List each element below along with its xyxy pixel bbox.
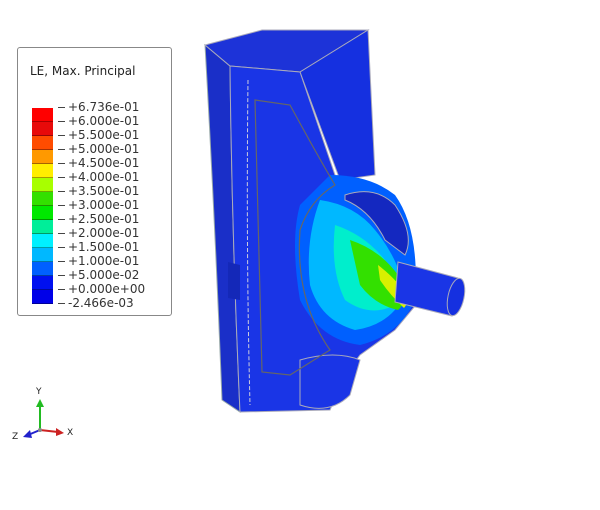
- legend-band: [32, 164, 53, 178]
- legend-label: +6.000e-01: [58, 114, 145, 128]
- legend-band: [32, 248, 53, 262]
- legend-band: [32, 108, 53, 122]
- legend-band: [32, 150, 53, 164]
- triad-z-label: Z: [12, 432, 19, 442]
- edge-dash-line: [246, 79, 251, 406]
- legend-label: +1.000e-01: [58, 254, 145, 268]
- legend-label: +1.500e-01: [58, 240, 145, 254]
- axis-triad: Y X Z: [10, 385, 80, 445]
- legend-label: +5.500e-01: [58, 128, 145, 142]
- triad-x-label: X: [67, 428, 74, 438]
- legend-label: +5.000e-01: [58, 142, 145, 156]
- part-lower-lobe: [299, 354, 361, 409]
- legend-band: [32, 220, 53, 234]
- legend-label: +4.000e-01: [58, 170, 145, 184]
- legend-band: [32, 206, 53, 220]
- legend-labels: +6.736e-01 +6.000e-01 +5.500e-01 +5.000e-01…: [58, 100, 145, 310]
- legend-label: +2.000e-01: [58, 226, 145, 240]
- legend-band: [32, 136, 53, 150]
- triad-y-label: Y: [36, 387, 42, 397]
- legend-label: +3.000e-01: [58, 198, 145, 212]
- legend-label: +4.500e-01: [58, 156, 145, 170]
- contour-legend: LE, Max. Principal +6.736e-01 +6.000e-01 +…: [17, 47, 172, 316]
- pin-end: [446, 277, 466, 317]
- legend-label: +5.000e-02: [58, 268, 145, 282]
- part-right-side-face: [299, 29, 376, 181]
- inner-contour-line: [254, 99, 336, 376]
- legend-band: [32, 234, 53, 248]
- legend-color-bar: [32, 108, 53, 304]
- legend-label: +3.500e-01: [58, 184, 145, 198]
- hole-recess: [344, 191, 409, 256]
- legend-band: [32, 276, 53, 290]
- part-back-lobe: [228, 262, 240, 300]
- legend-band: [32, 262, 53, 276]
- legend-label: -2.466e-03: [58, 296, 145, 310]
- triad-arrows-icon: [23, 399, 64, 438]
- legend-band: [32, 290, 53, 304]
- legend-label: +0.000e+00: [58, 282, 145, 296]
- legend-label: +6.736e-01: [58, 100, 145, 114]
- legend-title: LE, Max. Principal: [30, 64, 136, 78]
- legend-band: [32, 122, 53, 136]
- legend-band: [32, 178, 53, 192]
- legend-band: [32, 192, 53, 206]
- legend-label: +2.500e-01: [58, 212, 145, 226]
